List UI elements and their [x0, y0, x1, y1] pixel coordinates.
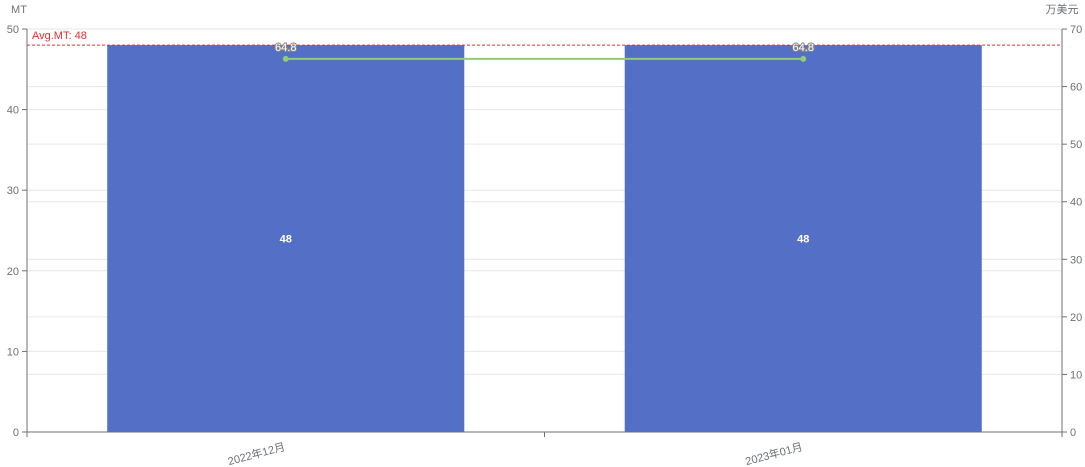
- bar: [107, 45, 465, 433]
- y-right-tick-label: 50: [1070, 139, 1082, 151]
- y-left-tick-label: 0: [13, 427, 19, 439]
- y-right-tick-label: 10: [1070, 369, 1082, 381]
- line-point: [800, 55, 807, 62]
- y-left-tick-label: 20: [7, 266, 19, 278]
- x-tick-label: 2023年01月: [744, 439, 804, 467]
- y-right-tick-label: 40: [1070, 197, 1082, 209]
- y-right-tick-label: 20: [1070, 312, 1082, 324]
- line-point: [282, 55, 289, 62]
- x-tick-label: 2022年12月: [226, 439, 286, 467]
- line-data-label: 64.8: [793, 42, 814, 54]
- y-right-unit: 万美元: [1046, 3, 1079, 16]
- avg-markline-label: Avg.MT: 48: [32, 30, 87, 42]
- y-left-tick-label: 30: [7, 185, 19, 197]
- line-data-label: 64.8: [275, 42, 296, 54]
- y-right-tick-label: 0: [1070, 427, 1076, 439]
- bar-data-label: 48: [797, 234, 809, 246]
- y-left-tick-label: 50: [7, 24, 19, 36]
- bar-data-label: 48: [280, 234, 292, 246]
- bar: [624, 45, 982, 433]
- y-left-tick-label: 10: [7, 346, 19, 358]
- y-left-unit: MT: [11, 4, 27, 16]
- y-right-tick-label: 30: [1070, 254, 1082, 266]
- y-right-tick-label: 70: [1070, 24, 1082, 36]
- y-left-tick-label: 40: [7, 105, 19, 117]
- y-right-tick-label: 60: [1070, 82, 1082, 94]
